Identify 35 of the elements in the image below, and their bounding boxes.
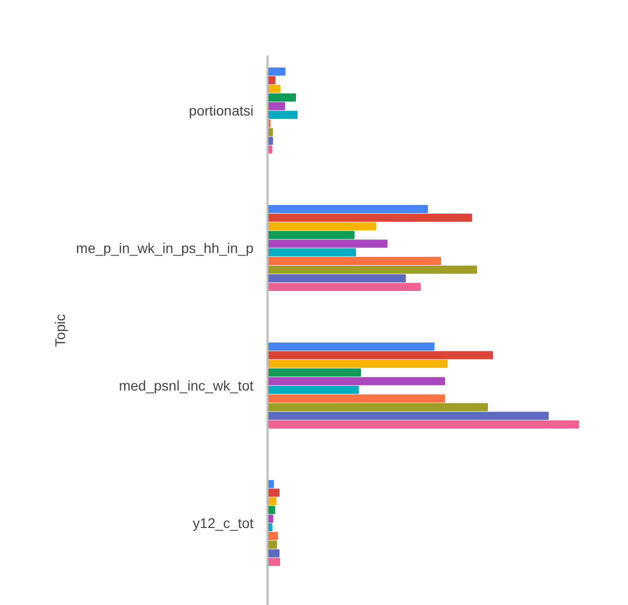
bar [268,274,406,282]
y-tick-label: med_psnl_inc_wk_tot [118,378,254,394]
bar [268,549,280,558]
bar [268,420,580,429]
bar [268,76,276,84]
bar [268,342,434,351]
bar [268,351,494,360]
bar [268,222,376,230]
bar [268,102,286,110]
y-axis-title: Topic [52,314,68,347]
bar [268,412,549,420]
bar [268,240,388,248]
y-tick-label: me_p_in_wk_in_ps_hh_in_p [76,240,254,256]
bar [268,93,296,102]
bar [268,214,472,222]
bar [268,488,280,497]
bar [268,394,446,403]
bar [268,67,286,76]
bar [268,403,488,412]
bar [268,266,478,274]
bar [268,532,278,540]
bar [268,256,442,266]
y-tick-label: portionatsi [188,102,254,118]
bar [268,230,355,240]
bar [268,377,446,386]
bar [268,360,448,368]
bar [268,386,359,394]
bar [268,204,428,214]
bar [268,558,280,566]
bar [268,110,298,119]
bar [268,248,356,256]
bar [268,84,280,93]
bar [268,282,421,292]
y-tick-label: y12_c_tot [192,515,254,531]
bar [268,368,362,377]
